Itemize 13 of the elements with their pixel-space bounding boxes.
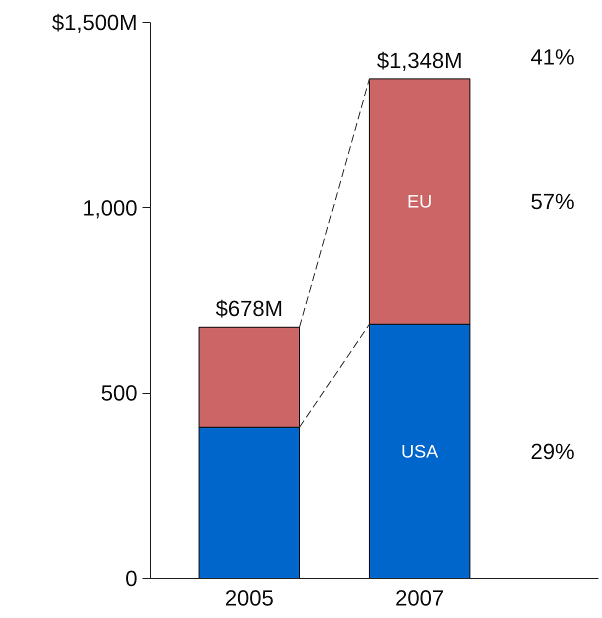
total-label: $678M bbox=[216, 296, 283, 322]
y-tick-label: $1,500M bbox=[52, 10, 138, 35]
x-tick-label: 2007 bbox=[395, 586, 444, 610]
annotation: 29% bbox=[530, 438, 575, 464]
series-label: EU bbox=[407, 192, 432, 212]
y-tick-label: 1,000 bbox=[82, 195, 138, 220]
y-tick-label: 500 bbox=[100, 380, 138, 406]
series-label: USA bbox=[401, 441, 438, 462]
annotation: 41% bbox=[530, 44, 575, 70]
x-tick-label: 2005 bbox=[224, 586, 274, 610]
total-label: $1,348M bbox=[376, 48, 462, 73]
y-tick-label: 0 bbox=[125, 566, 138, 591]
annotation: 57% bbox=[530, 189, 575, 214]
